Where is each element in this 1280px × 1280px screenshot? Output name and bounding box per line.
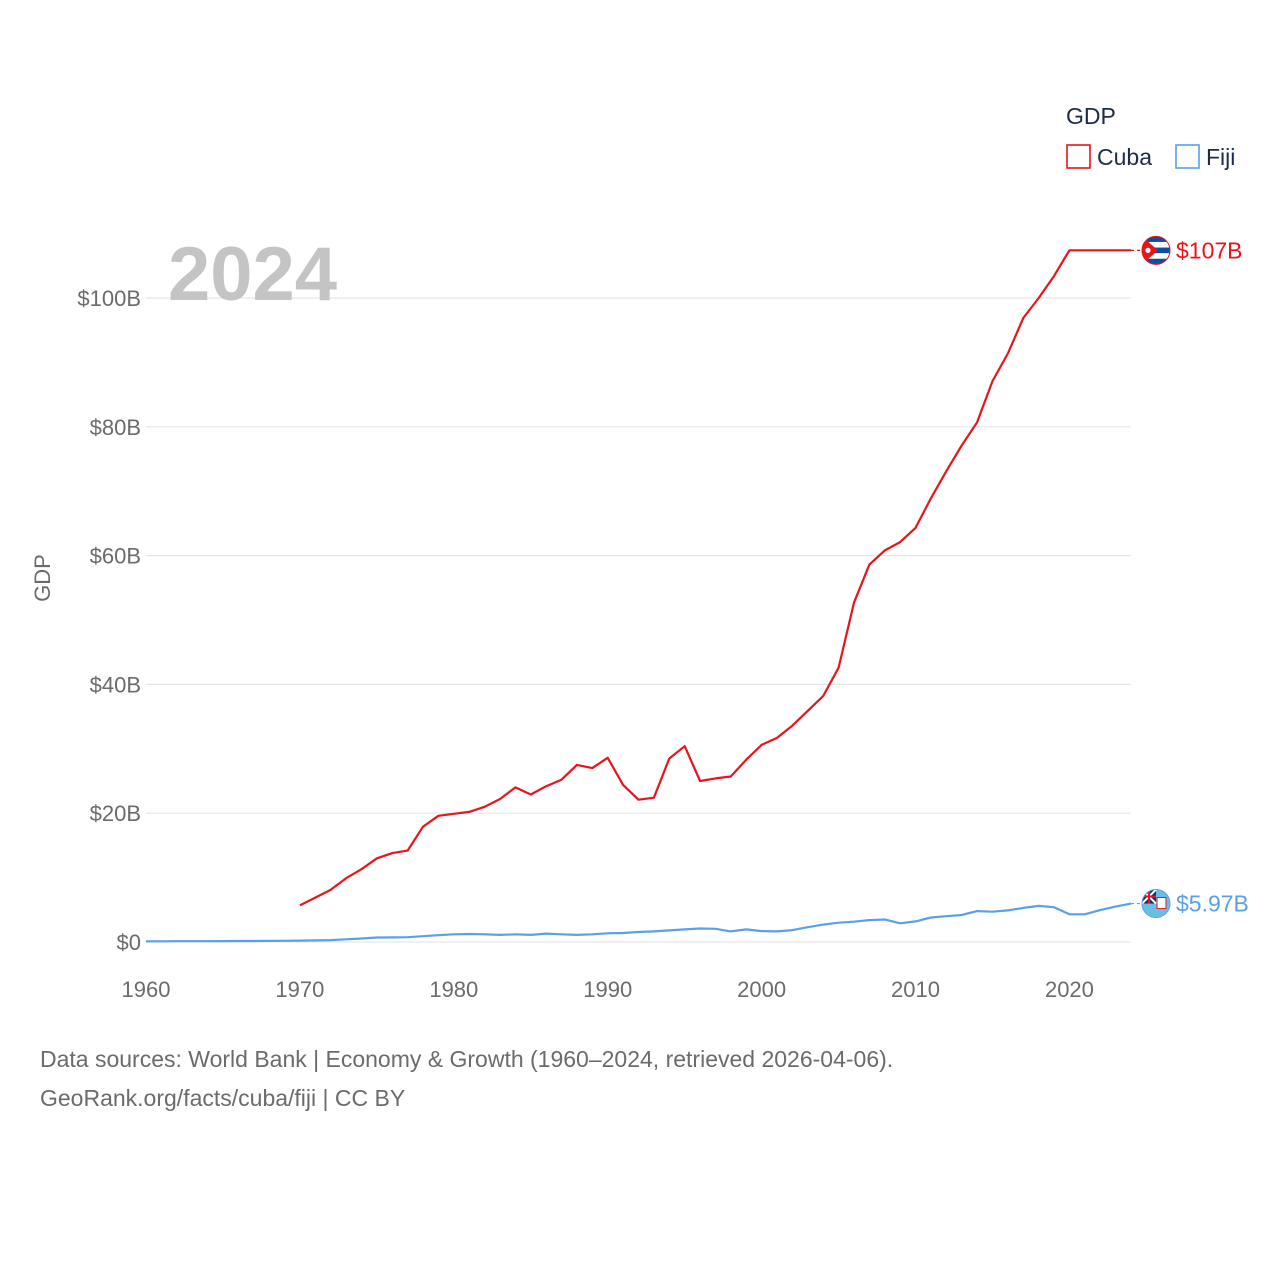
legend-swatch-cuba [1066,144,1091,169]
credit-text: GeoRank.org/facts/cuba/fiji | CC BY [40,1085,406,1111]
x-tick-label: 2000 [737,977,786,1002]
legend-title: GDP [1066,103,1116,129]
flag-ring [1141,235,1171,265]
fiji-flag-icon [1141,889,1171,919]
y-tick-label: $100B [77,286,141,311]
x-tick-label: 1990 [583,977,632,1002]
current-year-label: 2024 [168,232,337,317]
footer: Data sources: World Bank | Economy & Gro… [40,1040,893,1118]
y-tick-label: $40B [90,672,141,697]
flag-fill [1142,236,1170,265]
series-line-fiji [146,902,1132,943]
y-tick-label: $20B [90,801,141,826]
legend-item-fiji[interactable]: Fiji [1175,144,1235,170]
series-line-cuba [299,249,1131,907]
flag-shield [1156,897,1167,910]
cuba-flag-icon [1141,235,1171,265]
end-value-label-cuba: $107B [1176,237,1243,263]
flag-ring [1141,889,1171,919]
x-axis-tick-labels: 1960 1970 1980 1990 2000 2010 2020 [122,977,1094,1002]
legend: GDP Cuba Fiji [1066,103,1235,170]
flag-stripe [1142,241,1170,249]
series-end-markers: $107B $5.97B [1131,235,1249,919]
y-tick-label: $60B [90,544,141,569]
flag-stripe [1142,258,1170,265]
x-tick-label: 1960 [122,977,171,1002]
legend-label-fiji: Fiji [1206,144,1235,170]
x-tick-label: 2010 [891,977,940,1002]
flag-stripe [1142,236,1170,243]
y-tick-label: $80B [90,415,141,440]
x-tick-label: 1970 [275,977,324,1002]
gridlines [146,297,1131,943]
flag-stripe [1142,253,1170,260]
end-value-label-fiji: $5.97B [1176,891,1249,917]
legend-label-cuba: Cuba [1097,144,1152,170]
legend-item-cuba[interactable]: Cuba [1066,144,1152,170]
flag-star [1145,247,1151,253]
x-tick-label: 2020 [1045,977,1094,1002]
legend-swatch-fiji [1175,144,1200,169]
y-axis-tick-labels: $0 $20B $40B $60B $80B $100B [77,286,141,955]
y-axis-title: GDP [30,554,55,602]
x-tick-label: 1980 [429,977,478,1002]
series-lines [146,249,1132,943]
data-sources-text: Data sources: World Bank | Economy & Gro… [40,1046,894,1072]
y-tick-label: $0 [117,930,141,955]
